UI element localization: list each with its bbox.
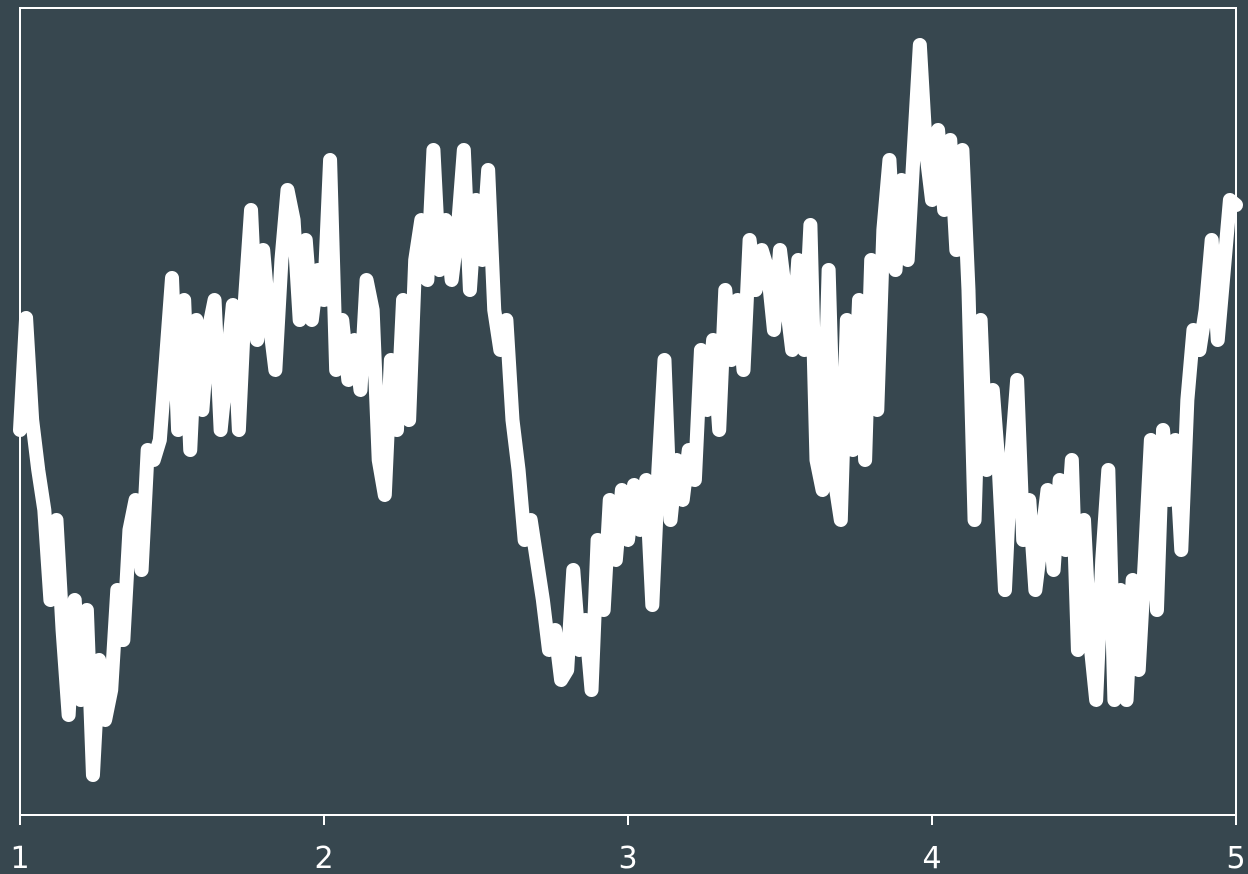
- x-tick-label: 3: [618, 841, 637, 874]
- x-tick-label: 1: [10, 841, 29, 874]
- data-line: [13, 38, 1243, 782]
- x-tick-label: 4: [922, 841, 941, 874]
- x-tick-label: 5: [1226, 841, 1245, 874]
- x-tick-label: 2: [314, 841, 333, 874]
